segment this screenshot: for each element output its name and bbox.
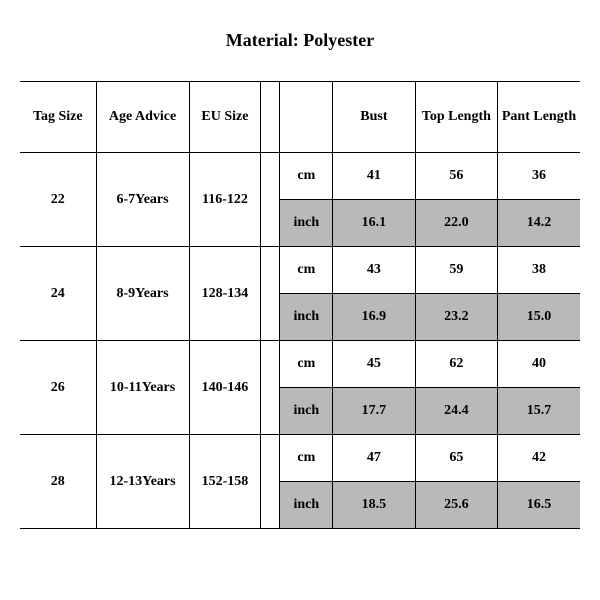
cell-age: 8-9Years xyxy=(96,247,189,341)
cell-top-cm: 62 xyxy=(415,341,497,388)
cell-unit-inch: inch xyxy=(280,200,333,247)
col-bust: Bust xyxy=(333,82,415,153)
cell-pant-cm: 42 xyxy=(498,435,580,482)
table-body: 22 6-7Years 116-122 cm 41 56 36 inch 16.… xyxy=(20,153,580,529)
cell-top-cm: 65 xyxy=(415,435,497,482)
cell-tag: 22 xyxy=(20,153,96,247)
cell-top-inch: 24.4 xyxy=(415,388,497,435)
cell-pant-inch: 15.0 xyxy=(498,294,580,341)
cell-unit-inch: inch xyxy=(280,294,333,341)
table-row: 28 12-13Years 152-158 cm 47 65 42 xyxy=(20,435,580,482)
page-title: Material: Polyester xyxy=(0,0,600,81)
col-unit xyxy=(280,82,333,153)
cell-top-cm: 56 xyxy=(415,153,497,200)
cell-unit-cm: cm xyxy=(280,153,333,200)
size-table: Tag Size Age Advice EU Size Bust Top Len… xyxy=(20,81,580,529)
cell-unit-inch: inch xyxy=(280,388,333,435)
cell-bust-inch: 16.9 xyxy=(333,294,415,341)
col-top: Top Length xyxy=(415,82,497,153)
cell-top-inch: 22.0 xyxy=(415,200,497,247)
cell-pant-cm: 38 xyxy=(498,247,580,294)
cell-age: 12-13Years xyxy=(96,435,189,529)
cell-eu: 152-158 xyxy=(189,435,261,529)
cell-top-inch: 25.6 xyxy=(415,482,497,529)
cell-eu: 140-146 xyxy=(189,341,261,435)
cell-unit-cm: cm xyxy=(280,341,333,388)
col-tag: Tag Size xyxy=(20,82,96,153)
cell-pant-inch: 15.7 xyxy=(498,388,580,435)
cell-unit-cm: cm xyxy=(280,247,333,294)
cell-bust-inch: 17.7 xyxy=(333,388,415,435)
cell-pant-cm: 36 xyxy=(498,153,580,200)
cell-top-inch: 23.2 xyxy=(415,294,497,341)
col-age: Age Advice xyxy=(96,82,189,153)
cell-pant-inch: 16.5 xyxy=(498,482,580,529)
cell-top-cm: 59 xyxy=(415,247,497,294)
cell-tag: 26 xyxy=(20,341,96,435)
cell-sep xyxy=(261,435,280,529)
cell-sep xyxy=(261,153,280,247)
cell-bust-cm: 41 xyxy=(333,153,415,200)
cell-eu: 128-134 xyxy=(189,247,261,341)
cell-bust-inch: 18.5 xyxy=(333,482,415,529)
cell-pant-inch: 14.2 xyxy=(498,200,580,247)
cell-sep xyxy=(261,247,280,341)
cell-unit-cm: cm xyxy=(280,435,333,482)
cell-eu: 116-122 xyxy=(189,153,261,247)
cell-tag: 24 xyxy=(20,247,96,341)
cell-bust-cm: 45 xyxy=(333,341,415,388)
cell-bust-cm: 43 xyxy=(333,247,415,294)
cell-pant-cm: 40 xyxy=(498,341,580,388)
col-pant: Pant Length xyxy=(498,82,580,153)
cell-age: 6-7Years xyxy=(96,153,189,247)
table-header-row: Tag Size Age Advice EU Size Bust Top Len… xyxy=(20,82,580,153)
cell-bust-inch: 16.1 xyxy=(333,200,415,247)
col-sep xyxy=(261,82,280,153)
table-row: 26 10-11Years 140-146 cm 45 62 40 xyxy=(20,341,580,388)
col-eu: EU Size xyxy=(189,82,261,153)
cell-bust-cm: 47 xyxy=(333,435,415,482)
cell-unit-inch: inch xyxy=(280,482,333,529)
cell-sep xyxy=(261,341,280,435)
cell-age: 10-11Years xyxy=(96,341,189,435)
table-row: 24 8-9Years 128-134 cm 43 59 38 xyxy=(20,247,580,294)
cell-tag: 28 xyxy=(20,435,96,529)
table-row: 22 6-7Years 116-122 cm 41 56 36 xyxy=(20,153,580,200)
